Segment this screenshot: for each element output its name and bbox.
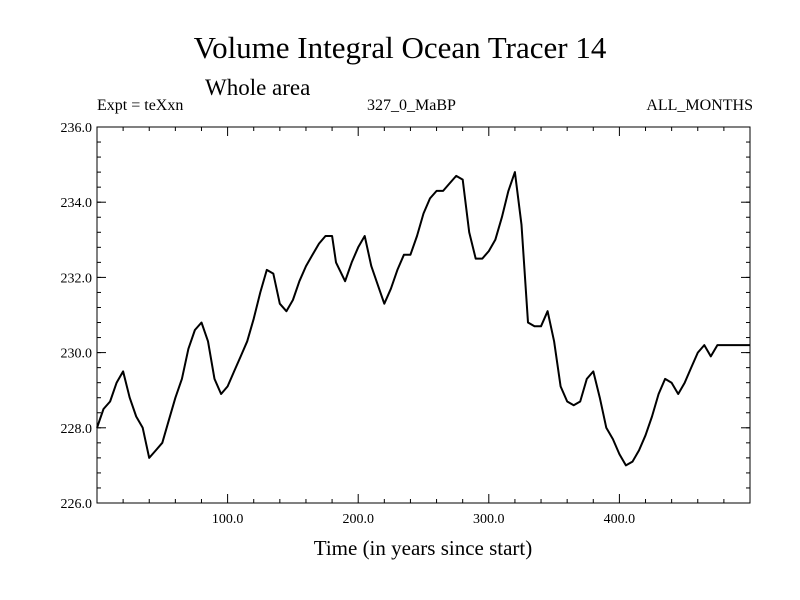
series-layer <box>96 171 750 467</box>
x-tick-label: 200.0 <box>342 512 374 527</box>
period-label: 327_0_MaBP <box>367 97 456 114</box>
months-label: ALL_MONTHS <box>646 97 753 114</box>
y-tick-label: 236.0 <box>61 121 93 136</box>
x-tick-label: 100.0 <box>212 512 244 527</box>
y-axis: 226.0 228.0 230.0 232.0 234.0 236.0 <box>61 121 750 512</box>
experiment-label: Expt = teXxn <box>97 97 184 114</box>
chart-title: Volume Integral Ocean Tracer 14 <box>193 30 607 65</box>
series-line <box>96 171 750 467</box>
x-axis: 100.0 200.0 300.0 400.0 <box>122 127 725 527</box>
y-tick-label: 230.0 <box>61 347 93 362</box>
y-tick-label: 228.0 <box>61 422 93 437</box>
x-tick-label: 300.0 <box>473 512 505 527</box>
y-tick-label: 226.0 <box>61 497 93 512</box>
y-tick-label: 234.0 <box>61 196 93 211</box>
plot-frame <box>96 126 751 504</box>
x-tick-label: 400.0 <box>604 512 636 527</box>
y-tick-label: 232.0 <box>61 271 93 286</box>
chart-subtitle: Whole area <box>205 75 311 100</box>
x-axis-label: Time (in years since start) <box>313 536 533 560</box>
